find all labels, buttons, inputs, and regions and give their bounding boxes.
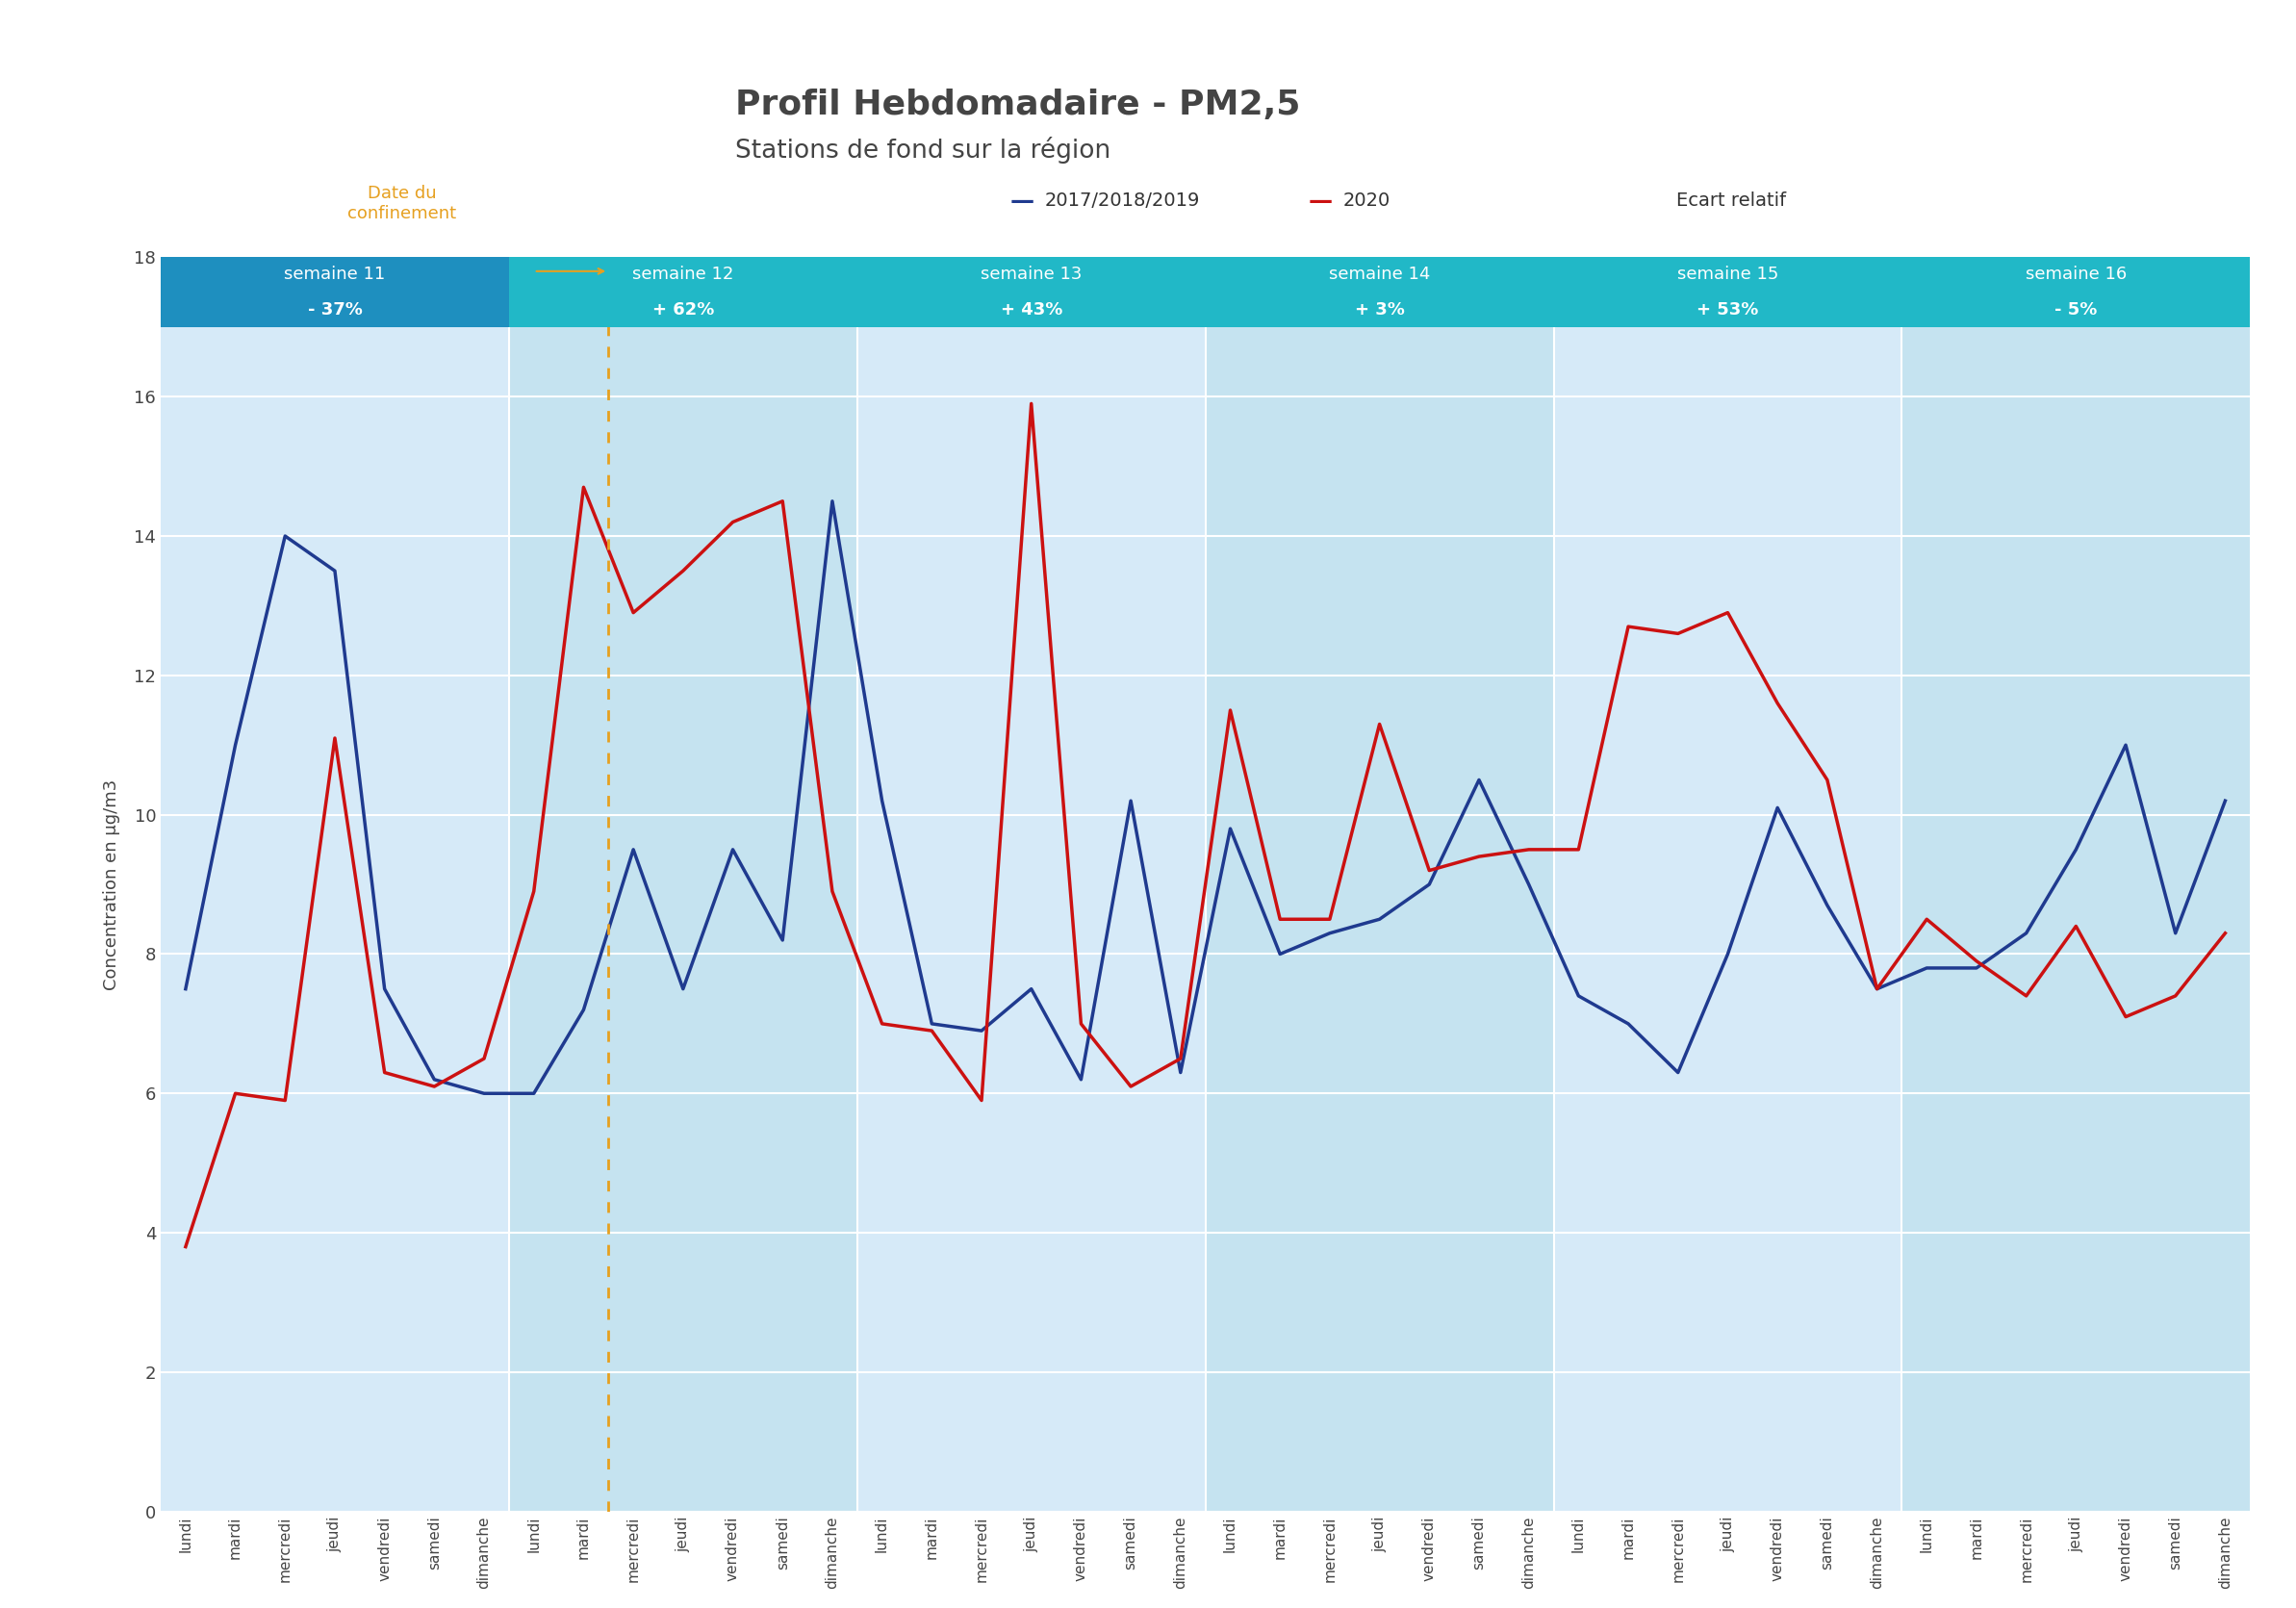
- Text: - 5%: - 5%: [2055, 301, 2096, 318]
- Text: semaine 15: semaine 15: [1676, 265, 1779, 283]
- Text: 2017/2018/2019: 2017/2018/2019: [1045, 191, 1201, 211]
- Text: Profil Hebdomadaire - PM2,5: Profil Hebdomadaire - PM2,5: [735, 88, 1300, 121]
- Y-axis label: Concentration en µg/m3: Concentration en µg/m3: [103, 778, 122, 991]
- FancyBboxPatch shape: [161, 257, 510, 326]
- Bar: [1554, 257, 1901, 1512]
- Text: + 62%: + 62%: [652, 301, 714, 318]
- Bar: [510, 257, 856, 1512]
- Text: —: —: [1309, 190, 1334, 212]
- Bar: [161, 257, 510, 1512]
- Bar: [1901, 257, 2250, 1512]
- Text: semaine 12: semaine 12: [631, 265, 735, 283]
- Bar: [1205, 257, 1554, 1512]
- FancyBboxPatch shape: [1901, 257, 2250, 326]
- Text: 2020: 2020: [1343, 191, 1391, 211]
- Text: + 53%: + 53%: [1697, 301, 1759, 318]
- Text: —: —: [1010, 190, 1035, 212]
- FancyBboxPatch shape: [510, 257, 856, 326]
- FancyBboxPatch shape: [856, 257, 1205, 326]
- FancyBboxPatch shape: [1554, 257, 1901, 326]
- Text: Date du
confinement: Date du confinement: [347, 185, 457, 222]
- Text: semaine 11: semaine 11: [285, 265, 386, 283]
- Text: semaine 16: semaine 16: [2025, 265, 2126, 283]
- Bar: [856, 257, 1205, 1512]
- Text: + 43%: + 43%: [1001, 301, 1063, 318]
- Text: - 37%: - 37%: [308, 301, 363, 318]
- Text: semaine 14: semaine 14: [1329, 265, 1430, 283]
- Text: + 3%: + 3%: [1355, 301, 1405, 318]
- Text: semaine 13: semaine 13: [980, 265, 1081, 283]
- FancyBboxPatch shape: [1205, 257, 1554, 326]
- Text: Ecart relatif: Ecart relatif: [1676, 191, 1786, 211]
- Text: Stations de fond sur la région: Stations de fond sur la région: [735, 137, 1111, 164]
